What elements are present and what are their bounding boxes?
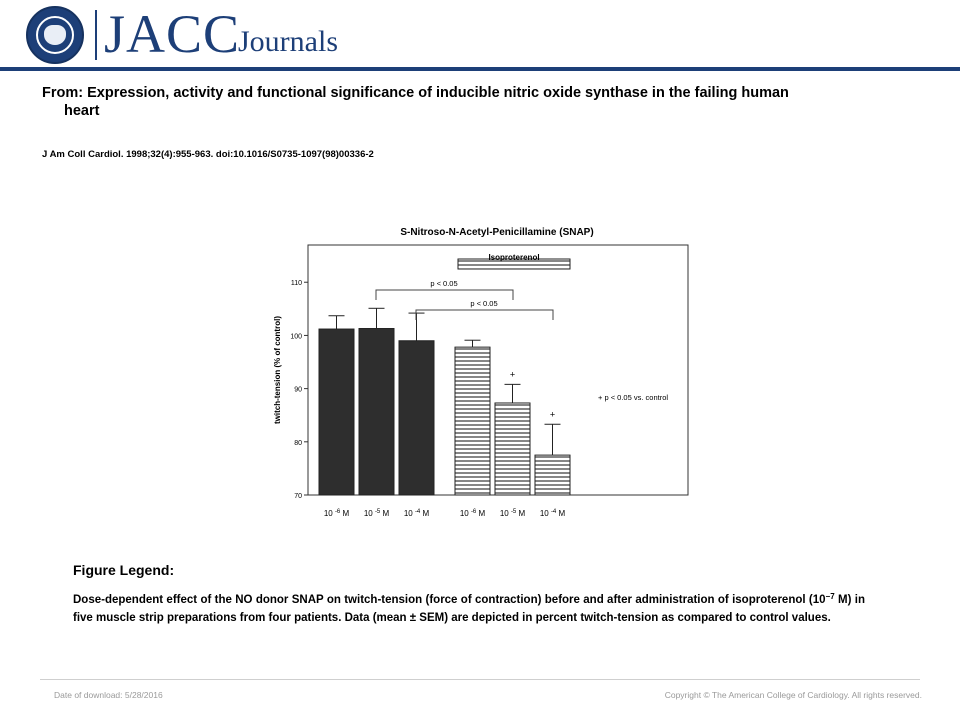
significance-marker: + — [550, 409, 555, 419]
x-tick-label: 10 -5 M — [500, 509, 526, 518]
bar — [398, 340, 435, 496]
chart-title: S-Nitroso-N-Acetyl-Penicillamine (SNAP) — [400, 227, 593, 238]
isoproterenol-label: Isoproterenol — [488, 253, 539, 262]
y-tick-label: 90 — [294, 387, 302, 394]
brand-name: JACC — [104, 4, 241, 64]
significance-note: + p < 0.05 vs. control — [598, 393, 668, 402]
seal-ring — [36, 16, 74, 54]
legend-text: Dose-dependent effect of the NO donor SN… — [73, 588, 865, 627]
header-rule — [0, 67, 960, 71]
x-tick-label: 10 -6 M — [460, 509, 486, 518]
x-tick-label: 10 -4 M — [540, 509, 566, 518]
brand-subtitle: Journals — [238, 25, 338, 58]
article-title: From: Expression, activity and functiona… — [42, 84, 892, 120]
bar-chart: S-Nitroso-N-Acetyl-Penicillamine (SNAP) 7… — [273, 227, 689, 518]
legend-text-part2: M) in five muscle strip preparations fro… — [73, 594, 865, 624]
legend-text-part1: Dose-dependent effect of the NO donor SN… — [73, 594, 826, 606]
copyright-notice: Copyright © The American College of Card… — [664, 690, 922, 700]
article-title-line1: From: Expression, activity and functiona… — [42, 85, 789, 101]
significance-bracket — [415, 309, 554, 320]
y-tick-label: 70 — [294, 493, 302, 500]
footer-rule — [40, 679, 920, 680]
bracket-label: p < 0.05 — [470, 299, 497, 308]
seal-emblem — [44, 25, 66, 45]
y-tick-label: 110 — [291, 280, 302, 287]
x-tick-label: 10 -4 M — [404, 509, 430, 518]
significance-bracket — [375, 289, 514, 300]
y-tick-label: 80 — [294, 440, 302, 447]
acc-seal-logo — [26, 6, 84, 64]
bracket-label: p < 0.05 — [430, 279, 457, 288]
bar — [534, 454, 571, 496]
bar — [494, 402, 531, 496]
x-tick-label: 10 -5 M — [364, 509, 390, 518]
download-date: Date of download: 5/28/2016 — [54, 690, 163, 700]
y-tick-label: 100 — [290, 333, 302, 340]
significance-marker: + — [510, 369, 515, 379]
logo-divider — [95, 10, 97, 60]
article-title-line2: heart — [64, 103, 100, 119]
figure-chart: S-Nitroso-N-Acetyl-Penicillamine (SNAP) 7… — [260, 212, 710, 532]
bar — [358, 328, 395, 496]
isoproterenol-bar — [457, 258, 571, 270]
article-citation: J Am Coll Cardiol. 1998;32(4):955-963. d… — [42, 149, 374, 160]
bar — [318, 328, 355, 496]
x-tick-label: 10 -6 M — [324, 509, 350, 518]
legend-heading: Figure Legend: — [73, 562, 175, 578]
legend-exponent: −7 — [825, 592, 835, 601]
bar — [454, 346, 491, 496]
header: JACC Journals — [0, 0, 960, 71]
y-axis-label: twitch-tension (% of control) — [273, 316, 282, 424]
